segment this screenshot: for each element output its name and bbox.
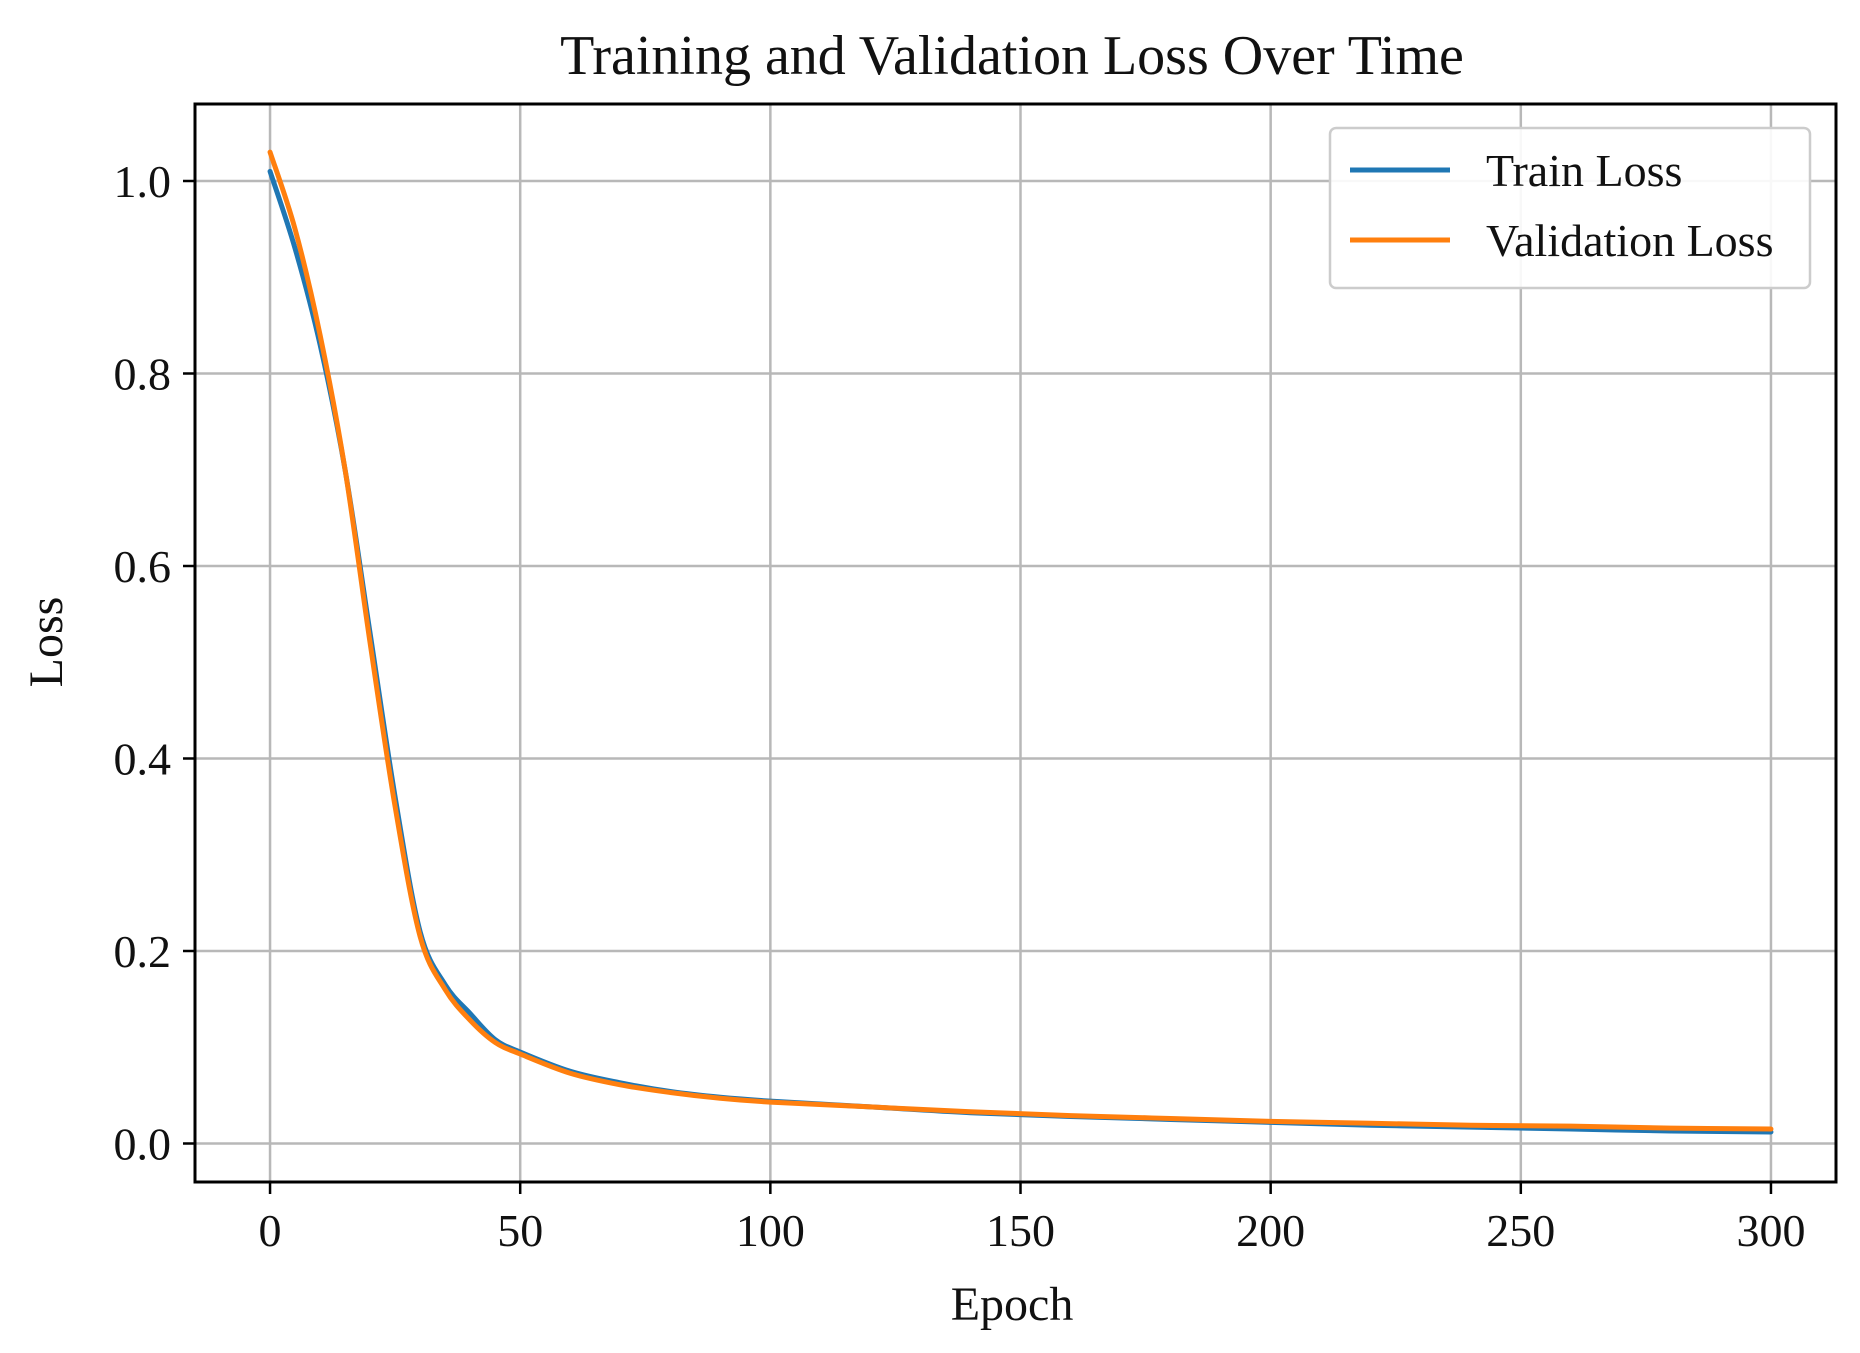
x-axis-label: Epoch <box>951 1278 1074 1331</box>
legend-label-validation-loss: Validation Loss <box>1486 215 1773 266</box>
y-tick-label: 1.0 <box>114 156 172 207</box>
y-tick-label: 0.2 <box>114 926 172 977</box>
x-tick-label: 0 <box>259 1205 282 1256</box>
x-tick-label: 200 <box>1236 1205 1305 1256</box>
x-tick-label: 150 <box>986 1205 1055 1256</box>
y-tick-label: 0.0 <box>114 1119 172 1170</box>
series-line-validation-loss <box>267 149 1774 1132</box>
x-tick-label: 300 <box>1736 1205 1805 1256</box>
x-tick-label: 50 <box>497 1205 543 1256</box>
plot-area-frame <box>193 102 1838 1184</box>
y-axis-label: Loss <box>20 597 73 688</box>
grid <box>195 104 1836 1182</box>
x-tick-label: 250 <box>1486 1205 1555 1256</box>
x-tick-label: 100 <box>736 1205 805 1256</box>
legend-label-train-loss: Train Loss <box>1486 145 1682 196</box>
legend: Train Loss Validation Loss <box>1328 126 1812 290</box>
y-tick-label: 0.6 <box>114 541 172 592</box>
axis-ticks: 0 50 100 150 200 250 300 0.0 0.2 0.4 0.6 0.8 1.0 <box>114 156 1806 1256</box>
y-tick-label: 0.4 <box>114 734 172 785</box>
series-group <box>267 149 1774 1135</box>
chart-title: Training and Validation Loss Over Time <box>560 25 1464 87</box>
y-tick-label: 0.8 <box>114 349 172 400</box>
